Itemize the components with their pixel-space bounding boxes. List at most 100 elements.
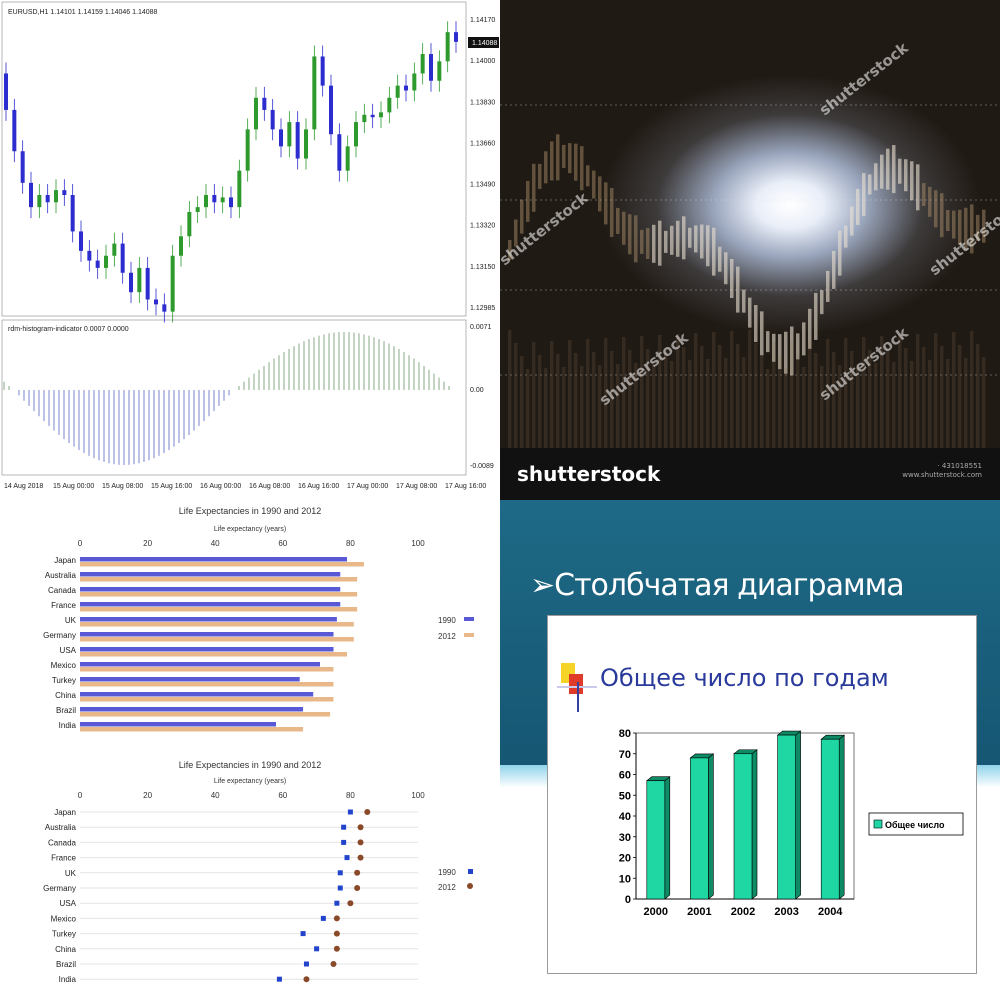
dot-2012 — [357, 854, 364, 861]
candle-body — [354, 122, 358, 147]
bar-2012 — [80, 637, 354, 642]
slide-legend-label: Общее число — [885, 820, 945, 830]
candle-body — [104, 255, 108, 268]
shutterstock-logo: shutterstock — [517, 462, 661, 486]
candle-body — [79, 231, 83, 251]
candle-body — [379, 112, 383, 118]
candle-body — [370, 114, 375, 118]
indicator-tick: -0.0089 — [470, 463, 494, 470]
bar-1990 — [80, 632, 334, 637]
time-tick: 15 Aug 08:00 — [102, 483, 143, 490]
candle-body — [137, 267, 142, 293]
candle-body — [154, 299, 158, 305]
slide-legend-box — [868, 812, 964, 836]
slide-x-tick: 2001 — [687, 906, 711, 918]
photo-id: · 431018551 www.shutterstock.com — [902, 462, 982, 480]
life-x-tick: 60 — [278, 791, 287, 800]
dot-1990 — [341, 839, 347, 845]
life-category-label: China — [55, 691, 76, 700]
dot-2012 — [303, 976, 310, 983]
price-tick: 1.13830 — [470, 99, 495, 106]
bar-2012 — [80, 697, 334, 702]
photo-footer: shutterstock · 431018551 www.shutterstoc… — [500, 448, 1000, 500]
life-category-label: UK — [65, 616, 77, 625]
bar-2012 — [80, 652, 348, 657]
candle-body — [454, 32, 458, 42]
dot-2012 — [333, 915, 340, 922]
dot-2012 — [357, 839, 364, 846]
bar-2012 — [80, 727, 304, 732]
life-x-tick: 60 — [278, 539, 287, 548]
life-expectancy-panel: Life Expectancies in 1990 and 2012 Life e… — [0, 500, 500, 1000]
indicator-label: rdm-histogram-indicator 0.0007 0.0000 — [8, 326, 129, 333]
candle-body — [420, 54, 425, 74]
slide-bar — [690, 757, 709, 900]
candle-body — [412, 73, 417, 91]
bar-2012 — [80, 667, 334, 672]
dot-2012 — [347, 900, 354, 907]
life-x-tick: 80 — [346, 539, 355, 548]
candle-body — [204, 194, 208, 208]
legend-2012-swatch — [464, 633, 474, 637]
legend-1990-label: 1990 — [438, 616, 456, 625]
dot-category-label: India — [59, 975, 77, 984]
slide-bar — [820, 738, 840, 900]
price-tick: 1.13490 — [470, 182, 495, 189]
dot-legend-1990-label: 1990 — [438, 868, 456, 877]
life-x-tick: 20 — [143, 791, 152, 800]
time-tick: 17 Aug 08:00 — [396, 483, 437, 490]
price-tick: 1.14000 — [470, 58, 495, 65]
candle-body — [295, 122, 300, 159]
candle-body — [37, 194, 42, 208]
slide-y-tick: 50 — [619, 790, 631, 802]
slide-title-decoration — [557, 663, 597, 712]
candle-body — [404, 85, 408, 91]
candle-body — [120, 243, 125, 273]
dot-1990 — [314, 946, 320, 952]
slide-x-tick: 2002 — [731, 906, 755, 918]
dot-category-label: Germany — [43, 884, 76, 893]
bar-2012 — [80, 607, 358, 612]
dot-2012 — [354, 869, 361, 876]
life-category-label: Japan — [54, 556, 76, 565]
candle-body — [29, 182, 33, 208]
slide-bar-side — [751, 749, 758, 900]
bar-1990 — [80, 617, 337, 622]
candle-body — [95, 260, 100, 268]
life-chart-title: Life Expectancies in 1990 and 2012 — [179, 506, 322, 516]
time-tick: 15 Aug 16:00 — [151, 483, 192, 490]
price-tick: 1.13150 — [470, 264, 495, 271]
price-tick: 1.13660 — [470, 140, 495, 147]
candle-body — [87, 250, 92, 261]
slide-bar-chart: 0 10 20 30 40 50 60 70 80 2000 2001 2002 2003 2004 Общ… — [619, 728, 964, 918]
dot-category-label: Turkey — [52, 930, 76, 939]
slide-y-tick: 60 — [619, 770, 631, 782]
slide-bar-side — [795, 730, 801, 900]
dot-1990 — [341, 824, 347, 830]
time-tick: 16 Aug 00:00 — [200, 483, 241, 490]
life-x-tick: 100 — [411, 539, 425, 548]
photo-candles — [500, 104, 1000, 450]
life-category-label: Australia — [45, 571, 77, 580]
legend-1990-swatch — [464, 617, 474, 621]
candle-body — [395, 85, 400, 98]
dot-category-label: China — [55, 945, 76, 954]
indicator-axis: 0.0071 0.00 -0.0089 — [470, 324, 494, 470]
life-x-tick: 20 — [143, 539, 152, 548]
dot-category-label: Canada — [48, 838, 77, 847]
slide-bar-side — [838, 734, 845, 900]
dot-2012 — [364, 809, 371, 815]
candle-body — [170, 255, 175, 312]
candle-body — [187, 212, 192, 237]
life-x-tick: 40 — [211, 539, 220, 548]
candle-body — [245, 129, 250, 171]
price-tick: 1.12985 — [470, 305, 495, 312]
life-x-tick: 100 — [411, 791, 425, 800]
slide-x-tick: 2000 — [644, 906, 668, 918]
histogram-group — [3, 332, 450, 465]
dot-category-label: UK — [65, 869, 77, 878]
candle-body — [329, 85, 333, 135]
forex-chart-panel: EURUSD,H1 1.14101 1.14159 1.14046 1.1408… — [0, 0, 500, 500]
candle-body — [437, 61, 442, 81]
dot-1990 — [337, 885, 343, 891]
